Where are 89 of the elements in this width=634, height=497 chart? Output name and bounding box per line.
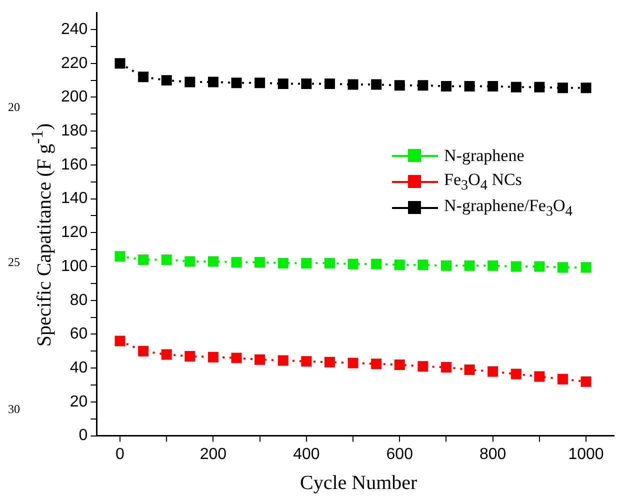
point [208,352,218,362]
point [324,78,335,89]
point [510,261,522,272]
x-tick-label: 800 [479,446,506,463]
point [278,355,288,366]
legend-label: N-graphene [444,146,524,166]
x-tick-label: 600 [386,446,414,463]
point [301,78,312,89]
y-tick-label: 140 [60,190,88,208]
text: 20 [8,100,20,115]
y-tick-label: 20 [70,393,88,410]
point [161,349,172,360]
point [557,262,568,273]
point [254,78,266,88]
point [208,76,218,88]
point [138,346,149,356]
point [580,82,592,94]
point [231,78,242,88]
x-tick-label: 200 [200,446,227,463]
point [184,256,196,267]
y-tick-label: 160 [60,156,88,174]
legend-label: Fe$_{3}$O$_{4}$ NCs [444,170,522,194]
point [324,258,335,268]
point [557,82,568,94]
point [184,76,196,88]
point [114,336,126,346]
point [580,262,592,273]
point [394,80,405,91]
point [138,254,149,265]
y-tick-label: 120 [60,224,88,242]
point [161,75,172,86]
y-tick-label: 0 [78,427,88,444]
point [231,352,242,364]
point [488,366,498,377]
point [348,258,358,270]
y-tick-label: 80 [70,292,88,309]
point [348,79,358,90]
point [348,358,358,368]
legend-label: N-graphene/Fe$_{3}$O$_{4}$ [444,196,572,220]
point [488,80,498,92]
point [418,260,428,270]
point [371,258,382,270]
y-tick-label: 100 [60,258,88,275]
point [510,368,522,380]
point [510,82,522,92]
point [114,251,126,262]
point [418,361,428,372]
point [440,260,452,271]
point [440,80,452,92]
point [557,374,568,384]
point [534,261,545,272]
point [534,82,545,92]
point [231,257,242,268]
point [371,358,382,370]
point [184,350,196,362]
point [418,80,428,91]
point [464,80,475,92]
point [138,72,149,82]
point [580,376,592,387]
point [394,260,405,270]
text: 30 [8,402,20,417]
point [254,257,266,268]
point [440,362,452,372]
point [114,58,126,69]
point [534,371,545,382]
point [371,79,382,90]
point [161,254,172,265]
x-tick-label: 1000 [568,446,604,463]
y-tick-label: 200 [60,88,88,106]
point [488,260,498,271]
point [301,258,312,268]
x-axis-title: Cycle Number [300,472,418,495]
point [208,256,218,267]
point [301,356,312,367]
text: 25 [8,255,20,270]
point [464,364,475,376]
point [278,258,288,268]
x-tick-label: 400 [293,446,320,463]
point [278,78,288,89]
y-tick-label: 240 [60,20,88,38]
point [464,260,475,271]
x-tick-label: 0 [116,446,125,463]
y-tick-label: 180 [60,122,88,140]
point [394,359,405,370]
point [324,356,335,368]
y-tick-label: 220 [60,54,88,72]
y-tick-label: 40 [70,359,88,376]
y-tick-label: 60 [70,326,88,343]
point [254,354,266,365]
